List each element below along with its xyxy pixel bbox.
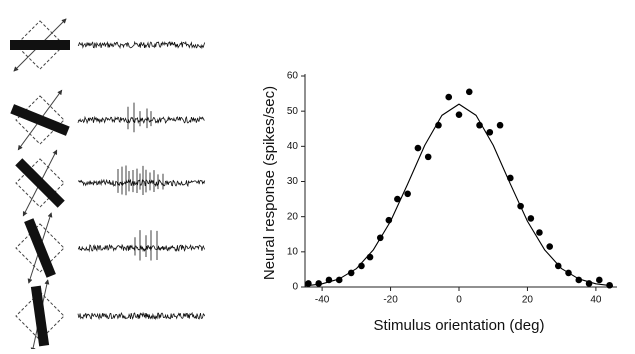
y-axis-label: Neural response (spikes/sec) bbox=[261, 86, 278, 280]
spike-trace bbox=[77, 230, 206, 261]
stimulus bbox=[10, 18, 70, 72]
stimulus bbox=[15, 212, 65, 284]
stimulus bbox=[10, 89, 70, 151]
spike-trace bbox=[77, 311, 206, 321]
stimulus-bar bbox=[10, 40, 70, 50]
data-point bbox=[486, 128, 494, 136]
data-point bbox=[404, 190, 411, 198]
stimulus-bar bbox=[15, 158, 65, 208]
y-tick-label: 0 bbox=[292, 282, 298, 293]
x-tick-label: -40 bbox=[315, 295, 330, 306]
x-tick-label: 0 bbox=[456, 295, 462, 306]
x-tick-label: 40 bbox=[590, 295, 602, 306]
data-point bbox=[465, 88, 473, 96]
data-point bbox=[445, 93, 453, 101]
data-point bbox=[596, 276, 603, 284]
stimulus bbox=[15, 149, 65, 217]
y-tick-label: 20 bbox=[287, 211, 299, 222]
data-point bbox=[315, 280, 322, 287]
receptive-field bbox=[15, 291, 65, 341]
y-tick-label: 40 bbox=[287, 141, 299, 152]
spike-trace bbox=[77, 40, 206, 50]
stimulus-bar bbox=[30, 285, 50, 347]
stimulus-bar bbox=[10, 104, 70, 136]
spike-trace bbox=[78, 165, 206, 196]
y-tick-label: 50 bbox=[287, 106, 299, 117]
plot: Stimulus orientation (deg) Neural respon… bbox=[261, 71, 617, 334]
stimulus-bar bbox=[24, 218, 56, 278]
data-point bbox=[424, 153, 432, 161]
fit-curve bbox=[304, 103, 614, 287]
data-point bbox=[455, 111, 463, 118]
x-tick-label: 20 bbox=[522, 295, 534, 306]
y-tick-label: 10 bbox=[287, 246, 299, 257]
data-point bbox=[496, 121, 504, 129]
stimulus bbox=[15, 279, 65, 353]
data-point bbox=[536, 229, 543, 236]
x-axis-label: Stimulus orientation (deg) bbox=[374, 317, 545, 334]
data-point bbox=[546, 243, 553, 250]
stimulus-panel bbox=[10, 18, 206, 353]
y-tick-label: 30 bbox=[287, 176, 299, 187]
y-tick-label: 60 bbox=[287, 71, 299, 82]
data-point bbox=[414, 144, 422, 152]
data-point bbox=[366, 253, 374, 261]
spike-trace bbox=[77, 102, 205, 133]
data-point bbox=[527, 215, 535, 222]
x-tick-label: -20 bbox=[383, 295, 398, 306]
data-point bbox=[394, 195, 401, 203]
